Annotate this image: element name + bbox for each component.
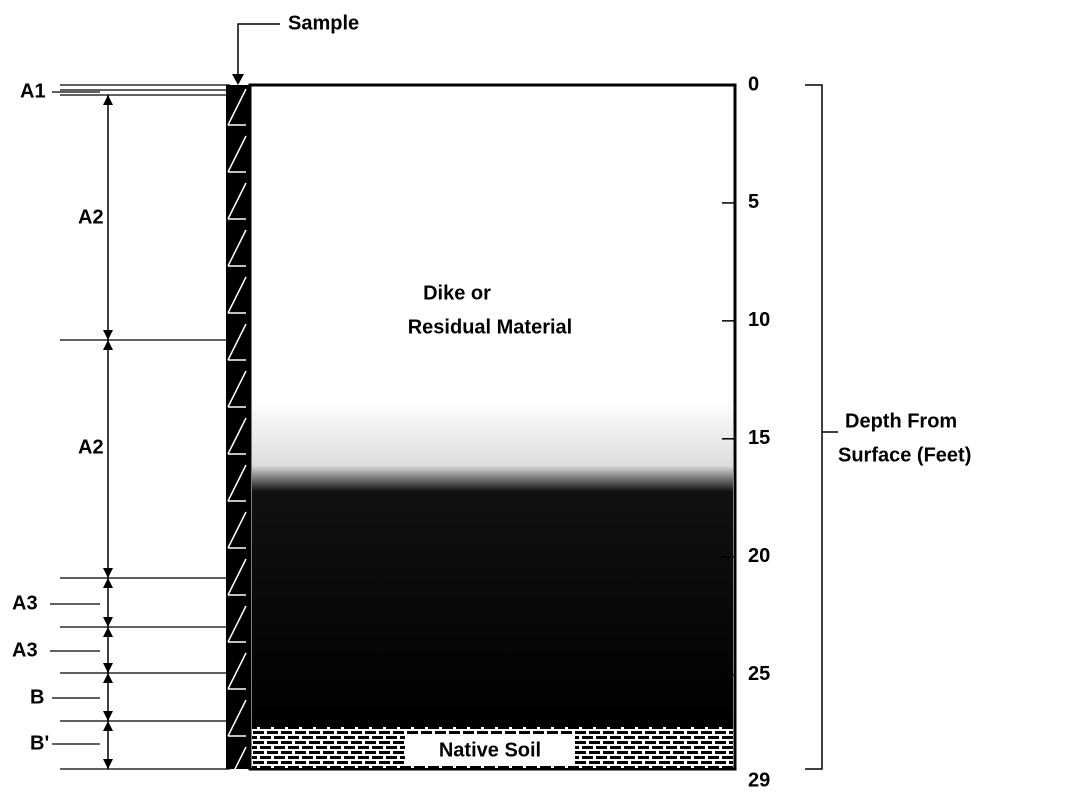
layer-label: A3 — [12, 639, 38, 661]
depth-tick-label: 0 — [748, 73, 759, 95]
material-label: Residual Material — [408, 316, 573, 338]
depth-tick-label: 29 — [748, 769, 770, 791]
dark-fill — [252, 400, 733, 727]
depth-tick-label: 15 — [748, 427, 770, 449]
sample-marks — [227, 88, 247, 784]
layer-label: B — [30, 686, 44, 708]
axis-title: Depth From — [845, 410, 957, 432]
layer-label: A2 — [78, 206, 104, 228]
depth-tick-label: 5 — [748, 191, 759, 213]
sample-strip — [226, 85, 250, 769]
sample-arrowhead — [232, 74, 244, 85]
material-label: Native Soil — [439, 739, 541, 761]
material-label: Dike or — [423, 282, 491, 304]
arrowhead — [103, 578, 113, 627]
depth-tick-label: 10 — [748, 309, 770, 331]
axis-title: Surface (Feet) — [838, 444, 971, 466]
depth-bracket — [805, 84, 838, 770]
layer-label: A1 — [20, 80, 46, 102]
sample-pointer — [237, 23, 280, 80]
layer-label: B' — [30, 732, 49, 754]
depth-tick-label: 25 — [748, 663, 770, 685]
arrowhead — [103, 721, 113, 769]
arrowhead — [103, 627, 113, 673]
profile-column — [226, 83, 737, 784]
layer-label: A2 — [78, 436, 104, 458]
depth-tick-label: 20 — [748, 545, 770, 567]
layer-label: A3 — [12, 592, 38, 614]
label-backdrop — [405, 736, 575, 764]
sample-label: Sample — [288, 12, 359, 34]
arrowhead — [103, 673, 113, 721]
